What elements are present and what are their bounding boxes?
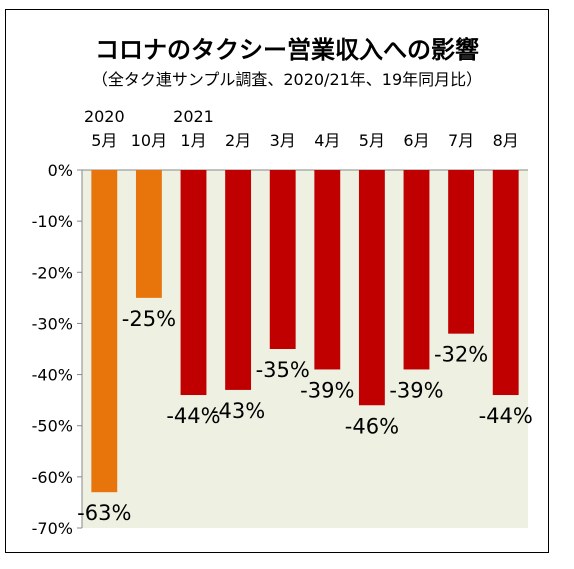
- data-labels: -63%-25%-44%-43%-35%-39%-46%-39%-32%-44%: [77, 307, 533, 525]
- data-label: -39%: [389, 378, 443, 402]
- bar: [314, 170, 341, 370]
- y-tick-label: -30%: [32, 314, 73, 333]
- data-label: -39%: [300, 378, 354, 402]
- x-category-label: 6月: [403, 131, 429, 150]
- year-label: 2020: [84, 107, 125, 126]
- x-category-label: 1月: [180, 131, 206, 150]
- bar: [180, 170, 207, 396]
- x-category-label: 2月: [225, 131, 251, 150]
- bar: [91, 170, 118, 493]
- data-label: -43%: [211, 399, 265, 423]
- data-label: -32%: [434, 343, 488, 367]
- bar: [358, 170, 385, 406]
- x-category-label: 10月: [131, 131, 167, 150]
- bar: [403, 170, 430, 370]
- x-category-label: 4月: [314, 131, 340, 150]
- y-tick-label: -20%: [32, 263, 73, 282]
- data-label: -44%: [166, 404, 220, 428]
- data-label: -25%: [122, 307, 176, 331]
- y-tick-label: -10%: [32, 212, 73, 231]
- bar: [269, 170, 296, 349]
- data-label: -46%: [345, 414, 399, 438]
- data-label: -44%: [479, 404, 533, 428]
- bar: [448, 170, 475, 334]
- x-category-label: 7月: [448, 131, 474, 150]
- year-labels: 2020 2021: [84, 107, 214, 126]
- bar: [225, 170, 252, 390]
- y-axis-ticks: 0% -10% -20% -30% -40% -50% -60% -70%: [32, 161, 82, 538]
- x-category-label: 5月: [91, 131, 117, 150]
- bar: [135, 170, 162, 298]
- chart-subtitle: （全タク連サンプル調査、2020/21年、19年同月比）: [91, 70, 483, 89]
- y-tick-label: -40%: [32, 366, 73, 385]
- y-tick-label: -60%: [32, 468, 73, 487]
- data-label: -35%: [256, 358, 310, 382]
- x-axis-categories: 5月 10月 1月 2月 3月 4月 5月 6月 7月 8月: [91, 131, 519, 150]
- chart-title: コロナのタクシー営業収入への影響: [95, 36, 479, 64]
- y-tick-label: -50%: [32, 417, 73, 436]
- y-tick-label: -70%: [32, 519, 73, 538]
- x-category-label: 3月: [270, 131, 296, 150]
- bars: [91, 170, 519, 493]
- year-label: 2021: [173, 107, 214, 126]
- x-category-label: 8月: [493, 131, 519, 150]
- y-tick-label: 0%: [48, 161, 73, 180]
- data-label: -63%: [77, 501, 131, 525]
- x-category-label: 5月: [359, 131, 385, 150]
- bar: [492, 170, 519, 396]
